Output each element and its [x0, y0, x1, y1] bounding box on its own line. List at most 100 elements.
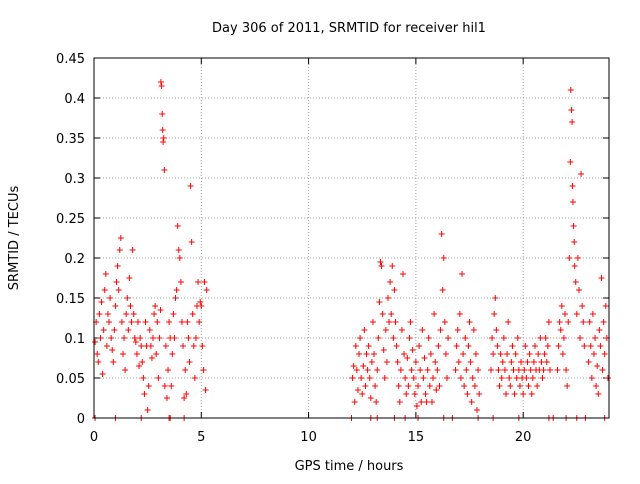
data-point — [113, 279, 120, 285]
data-point — [181, 395, 188, 401]
x-tick-label: 10 — [300, 430, 317, 445]
data-point — [572, 279, 579, 285]
data-point — [92, 339, 99, 345]
data-point — [137, 335, 144, 341]
data-point — [100, 327, 107, 333]
data-point — [494, 343, 501, 349]
x-tick-label: 0 — [90, 430, 98, 445]
data-point — [558, 303, 565, 309]
data-point — [110, 359, 117, 365]
data-point — [577, 335, 584, 341]
data-point — [562, 311, 569, 317]
data-point — [114, 263, 121, 269]
data-point — [442, 351, 449, 357]
data-point — [420, 375, 427, 381]
data-point — [393, 343, 400, 349]
data-point — [538, 359, 545, 365]
data-point — [148, 355, 155, 361]
data-point — [175, 247, 182, 253]
data-point — [511, 391, 518, 397]
data-point — [358, 375, 365, 381]
data-point — [104, 311, 111, 317]
data-point — [426, 383, 433, 389]
data-point — [569, 183, 576, 189]
data-point — [118, 319, 125, 325]
data-point — [375, 335, 382, 341]
data-point — [573, 311, 580, 317]
data-point — [169, 351, 176, 357]
data-point — [362, 383, 369, 389]
data-point — [383, 359, 390, 365]
data-point — [188, 239, 195, 245]
data-point — [131, 335, 138, 341]
grid-lines — [94, 58, 609, 418]
data-point — [514, 335, 521, 341]
data-point — [391, 287, 398, 293]
data-point — [130, 311, 137, 317]
data-point — [409, 347, 416, 353]
data-point — [190, 343, 197, 349]
data-point — [579, 303, 586, 309]
data-point — [166, 319, 173, 325]
data-point — [559, 351, 566, 357]
y-tick-label: 0.4 — [64, 92, 85, 107]
data-point — [147, 343, 154, 349]
data-point — [111, 327, 118, 333]
data-point — [504, 351, 511, 357]
data-point — [165, 367, 172, 373]
data-point — [202, 387, 209, 393]
data-point — [351, 399, 358, 405]
data-point — [568, 107, 575, 113]
data-point — [508, 359, 515, 365]
data-point — [376, 299, 383, 305]
data-point — [384, 295, 391, 301]
data-point — [456, 311, 463, 317]
data-point — [460, 351, 467, 357]
data-point — [176, 255, 183, 261]
data-point — [392, 319, 399, 325]
data-point — [177, 279, 184, 285]
data-point — [461, 383, 468, 389]
data-point — [98, 299, 105, 305]
data-point — [601, 351, 608, 357]
data-point — [537, 335, 544, 341]
data-point — [112, 303, 119, 309]
data-point — [570, 223, 577, 229]
data-point — [159, 127, 166, 133]
data-point — [170, 311, 177, 317]
data-point — [377, 259, 384, 265]
data-point — [496, 383, 503, 389]
data-point — [396, 399, 403, 405]
data-point — [569, 119, 576, 125]
data-point — [182, 367, 189, 373]
data-point — [422, 391, 429, 397]
data-point — [598, 275, 605, 281]
data-point — [398, 327, 405, 333]
data-point — [119, 351, 126, 357]
data-point — [97, 335, 104, 341]
data-point — [592, 335, 599, 341]
data-point — [534, 383, 541, 389]
data-point — [197, 299, 204, 305]
data-point — [357, 335, 364, 341]
data-point — [557, 327, 564, 333]
y-tick-label: 0.3 — [64, 172, 85, 187]
data-point — [574, 255, 581, 261]
data-point — [427, 351, 434, 357]
data-point — [544, 343, 551, 349]
data-point — [156, 335, 163, 341]
data-point — [487, 367, 494, 373]
data-point — [184, 319, 191, 325]
data-point — [168, 383, 175, 389]
data-point — [108, 335, 115, 341]
chart-title: Day 306 of 2011, SRMTID for receiver hil… — [212, 21, 486, 36]
data-point — [373, 399, 380, 405]
data-point — [381, 375, 388, 381]
data-point — [516, 383, 523, 389]
data-point — [476, 391, 483, 397]
data-point — [594, 363, 601, 369]
data-point — [417, 367, 424, 373]
data-point — [199, 343, 206, 349]
data-point — [470, 327, 477, 333]
